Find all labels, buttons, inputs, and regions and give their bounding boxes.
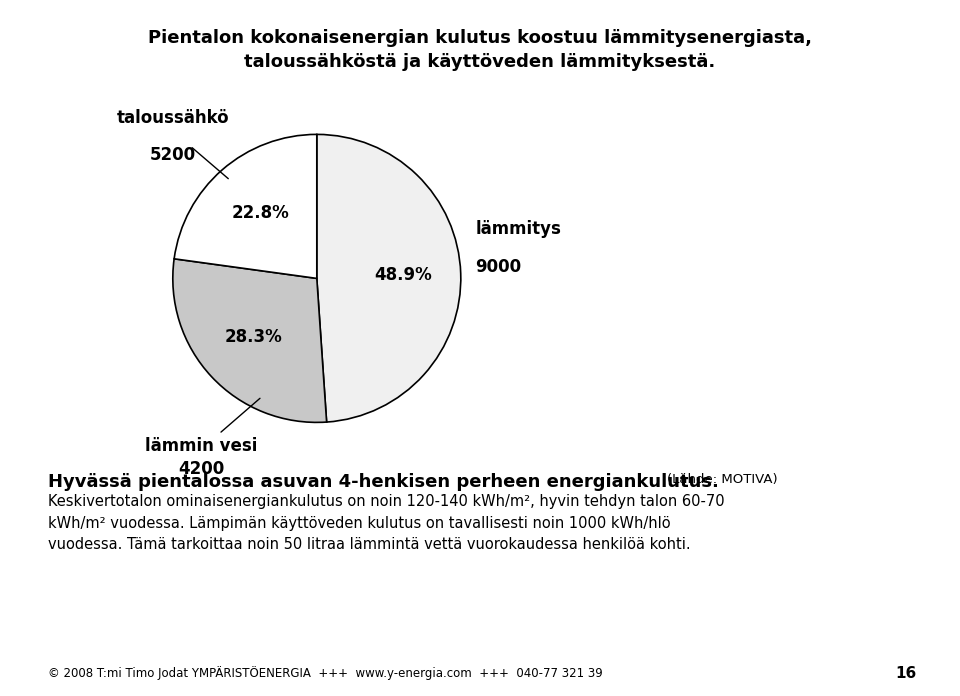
Wedge shape	[174, 134, 317, 278]
Wedge shape	[173, 259, 326, 422]
Text: Hyvässä pientalossa asuvan 4-henkisen perheen energiankulutus.: Hyvässä pientalossa asuvan 4-henkisen pe…	[48, 473, 719, 491]
Text: 28.3%: 28.3%	[225, 329, 282, 347]
Text: taloussähkö: taloussähkö	[116, 109, 229, 127]
Text: lämmitys: lämmitys	[475, 220, 561, 238]
Text: 22.8%: 22.8%	[231, 205, 289, 222]
Text: lämmin vesi: lämmin vesi	[145, 437, 258, 454]
Text: 48.9%: 48.9%	[374, 267, 432, 285]
Wedge shape	[317, 134, 461, 422]
Text: 4200: 4200	[179, 460, 225, 478]
Text: 16: 16	[896, 666, 917, 681]
Text: (Lähde: MOTIVA): (Lähde: MOTIVA)	[667, 473, 778, 487]
Text: 9000: 9000	[475, 258, 521, 276]
Text: Keskivertotalon ominaisenergiankulutus on noin 120-140 kWh/m², hyvin tehdyn talo: Keskivertotalon ominaisenergiankulutus o…	[48, 494, 725, 553]
Text: Pientalon kokonaisenergian kulutus koostuu lämmitysenergiasta,: Pientalon kokonaisenergian kulutus koost…	[148, 29, 812, 47]
Text: © 2008 T:mi Timo Jodat YMPÄRISTÖENERGIA  +++  www.y-energia.com  +++  040-77 321: © 2008 T:mi Timo Jodat YMPÄRISTÖENERGIA …	[48, 666, 603, 680]
Text: taloussähköstä ja käyttöveden lämmityksestä.: taloussähköstä ja käyttöveden lämmitykse…	[245, 53, 715, 71]
Text: 5200: 5200	[150, 146, 196, 164]
